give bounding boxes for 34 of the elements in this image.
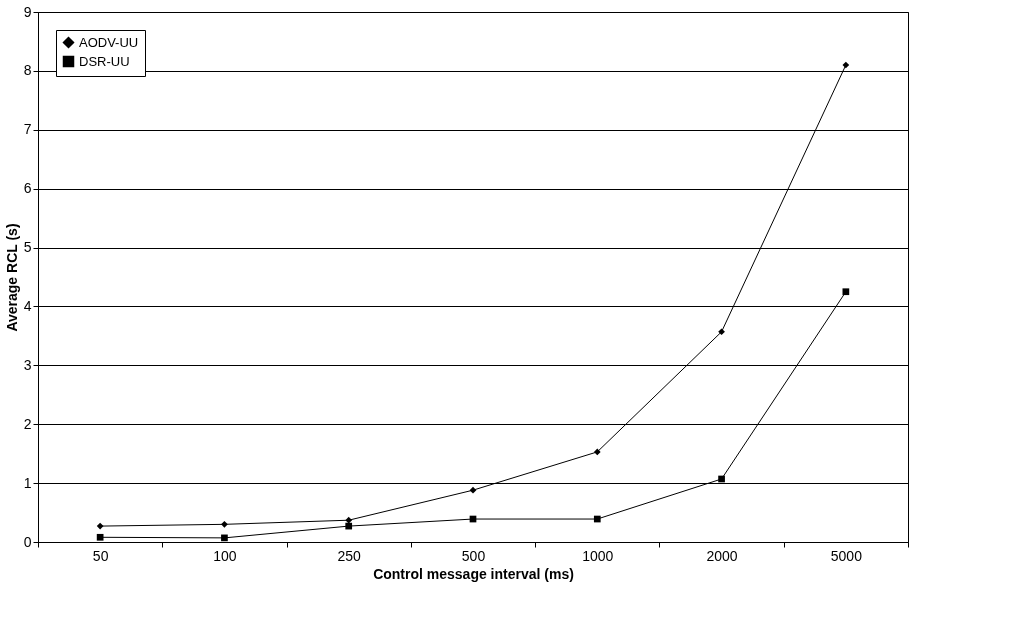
point xyxy=(593,515,601,523)
y-tick-label: 2 xyxy=(23,415,32,432)
point xyxy=(718,328,725,336)
x-tick-label: 250 xyxy=(337,547,362,564)
y-tick-label: 3 xyxy=(23,356,32,373)
point xyxy=(96,522,104,530)
y-tick-label: 1 xyxy=(23,474,32,491)
x-axis-title: Control message interval (ms) xyxy=(373,565,574,582)
x-tick-label: 5000 xyxy=(830,547,863,564)
legend-label: AODV-UU xyxy=(79,34,139,50)
y-tick-label: 6 xyxy=(23,180,32,197)
point xyxy=(345,516,353,524)
point xyxy=(842,61,850,69)
x-tick-label: 1000 xyxy=(582,547,614,564)
y-tick-label: 4 xyxy=(23,297,32,314)
point xyxy=(718,475,725,483)
x-tick-label: 2000 xyxy=(706,547,738,564)
y-tick-label: 0 xyxy=(23,533,32,550)
y-tick-label: 8 xyxy=(23,62,32,79)
point xyxy=(842,288,850,296)
point xyxy=(221,534,228,542)
point xyxy=(469,486,477,494)
x-tick-label: 100 xyxy=(213,547,237,564)
x-tick-label: 50 xyxy=(92,547,109,564)
point xyxy=(593,448,601,456)
point xyxy=(221,520,228,528)
point xyxy=(96,533,104,541)
y-tick-label: 9 xyxy=(23,3,32,20)
x-tick-label: 500 xyxy=(461,547,486,564)
legend-label: DSR-UU xyxy=(79,53,130,69)
y-tick-label: 5 xyxy=(23,239,32,256)
point xyxy=(345,522,353,530)
y-tick-label: 7 xyxy=(23,121,32,138)
y-axis-title: Average RCL (s) xyxy=(3,223,20,332)
